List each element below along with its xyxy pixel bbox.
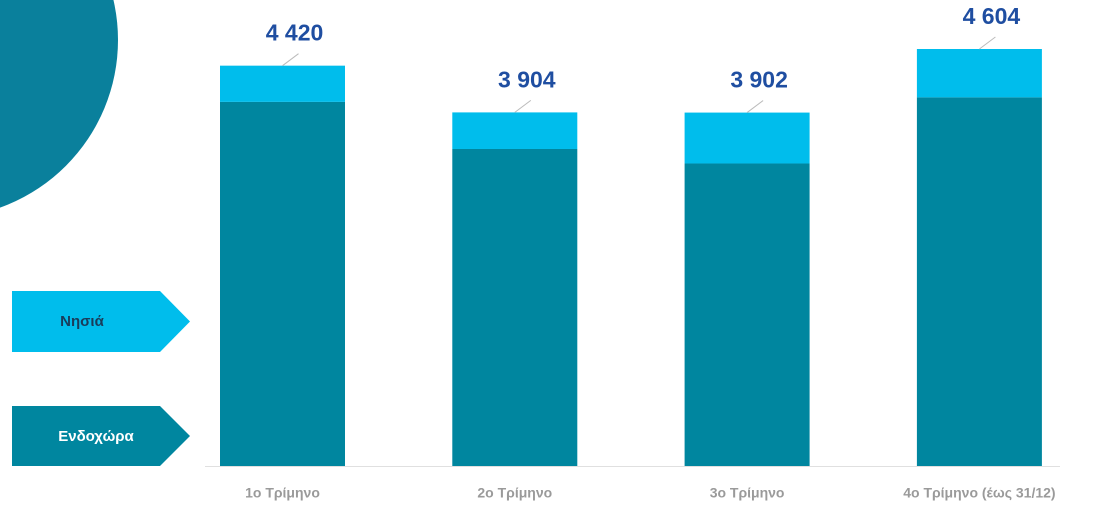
legend-label: Ενδοχώρα [58, 428, 134, 445]
leader-line [746, 100, 764, 113]
x-tick-label: 2ο Τρίμηνο [477, 485, 552, 501]
leader-line [979, 36, 996, 50]
x-tick-label: 1ο Τρίμηνο [245, 485, 320, 501]
bar-segment [916, 97, 1042, 466]
legend-arrow [12, 406, 190, 466]
bar-segment [684, 163, 810, 466]
bar-segment [684, 112, 810, 164]
total-label: 3 904 [498, 66, 556, 92]
bar-segment [452, 112, 578, 149]
total-label: 3 902 [730, 67, 788, 93]
legend-label: Νησιά [60, 313, 104, 330]
x-tick-label: 3ο Τρίμηνο [710, 485, 785, 501]
total-label: 4 604 [963, 3, 1021, 29]
bar-segment [452, 148, 578, 466]
bar-segment [916, 49, 1042, 98]
legend-arrow [12, 291, 190, 352]
total-label: 4 420 [266, 20, 324, 46]
decor-circle [0, 0, 118, 208]
leader-line [282, 53, 299, 67]
bar-segment [220, 101, 345, 467]
leader-line [514, 100, 532, 113]
bar-segment [220, 65, 345, 102]
x-tick-label: 4ο Τρίμηνο (έως 31/12) [903, 485, 1055, 501]
